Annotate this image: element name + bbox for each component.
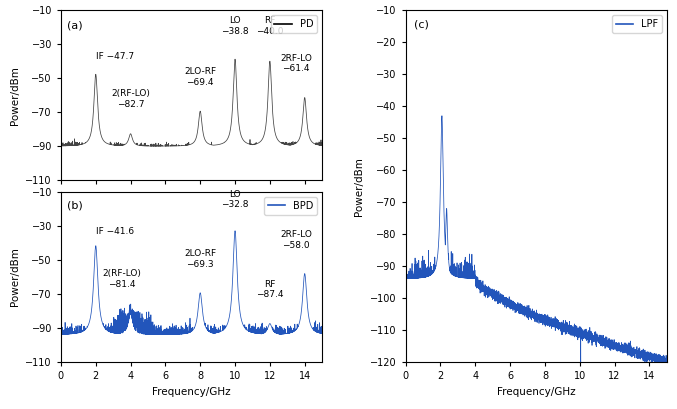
Text: RF
−87.4: RF −87.4 [256,280,284,299]
Text: 2RF-LO
−61.4: 2RF-LO −61.4 [280,54,312,73]
Text: 2LO-RF
−69.3: 2LO-RF −69.3 [184,249,216,268]
Legend: LPF: LPF [612,15,662,33]
Y-axis label: Power/dBm: Power/dBm [10,247,20,306]
Text: LO
−38.8: LO −38.8 [221,16,249,36]
Text: IF −41.6: IF −41.6 [95,227,134,236]
Text: IF −47.7: IF −47.7 [95,52,134,61]
Legend: PD: PD [271,15,318,33]
Y-axis label: Power/dBm: Power/dBm [355,157,364,216]
Text: 2LO-RF
−69.4: 2LO-RF −69.4 [184,67,216,87]
Text: (c): (c) [414,19,429,29]
Text: (a): (a) [68,20,83,30]
Y-axis label: Power/dBm: Power/dBm [10,66,20,125]
Text: 2RF-LO
−58.0: 2RF-LO −58.0 [280,230,312,250]
Text: 2(RF-LO)
−81.4: 2(RF-LO) −81.4 [102,270,141,289]
Text: (b): (b) [68,200,83,211]
X-axis label: Frequency/GHz: Frequency/GHz [152,387,231,397]
Text: RF
−40.0: RF −40.0 [256,16,284,36]
Text: LO
−32.8: LO −32.8 [221,190,248,209]
Legend: BPD: BPD [264,197,318,215]
X-axis label: Frequency/GHz: Frequency/GHz [497,387,575,397]
Text: 2(RF-LO)
−82.7: 2(RF-LO) −82.7 [111,90,150,109]
